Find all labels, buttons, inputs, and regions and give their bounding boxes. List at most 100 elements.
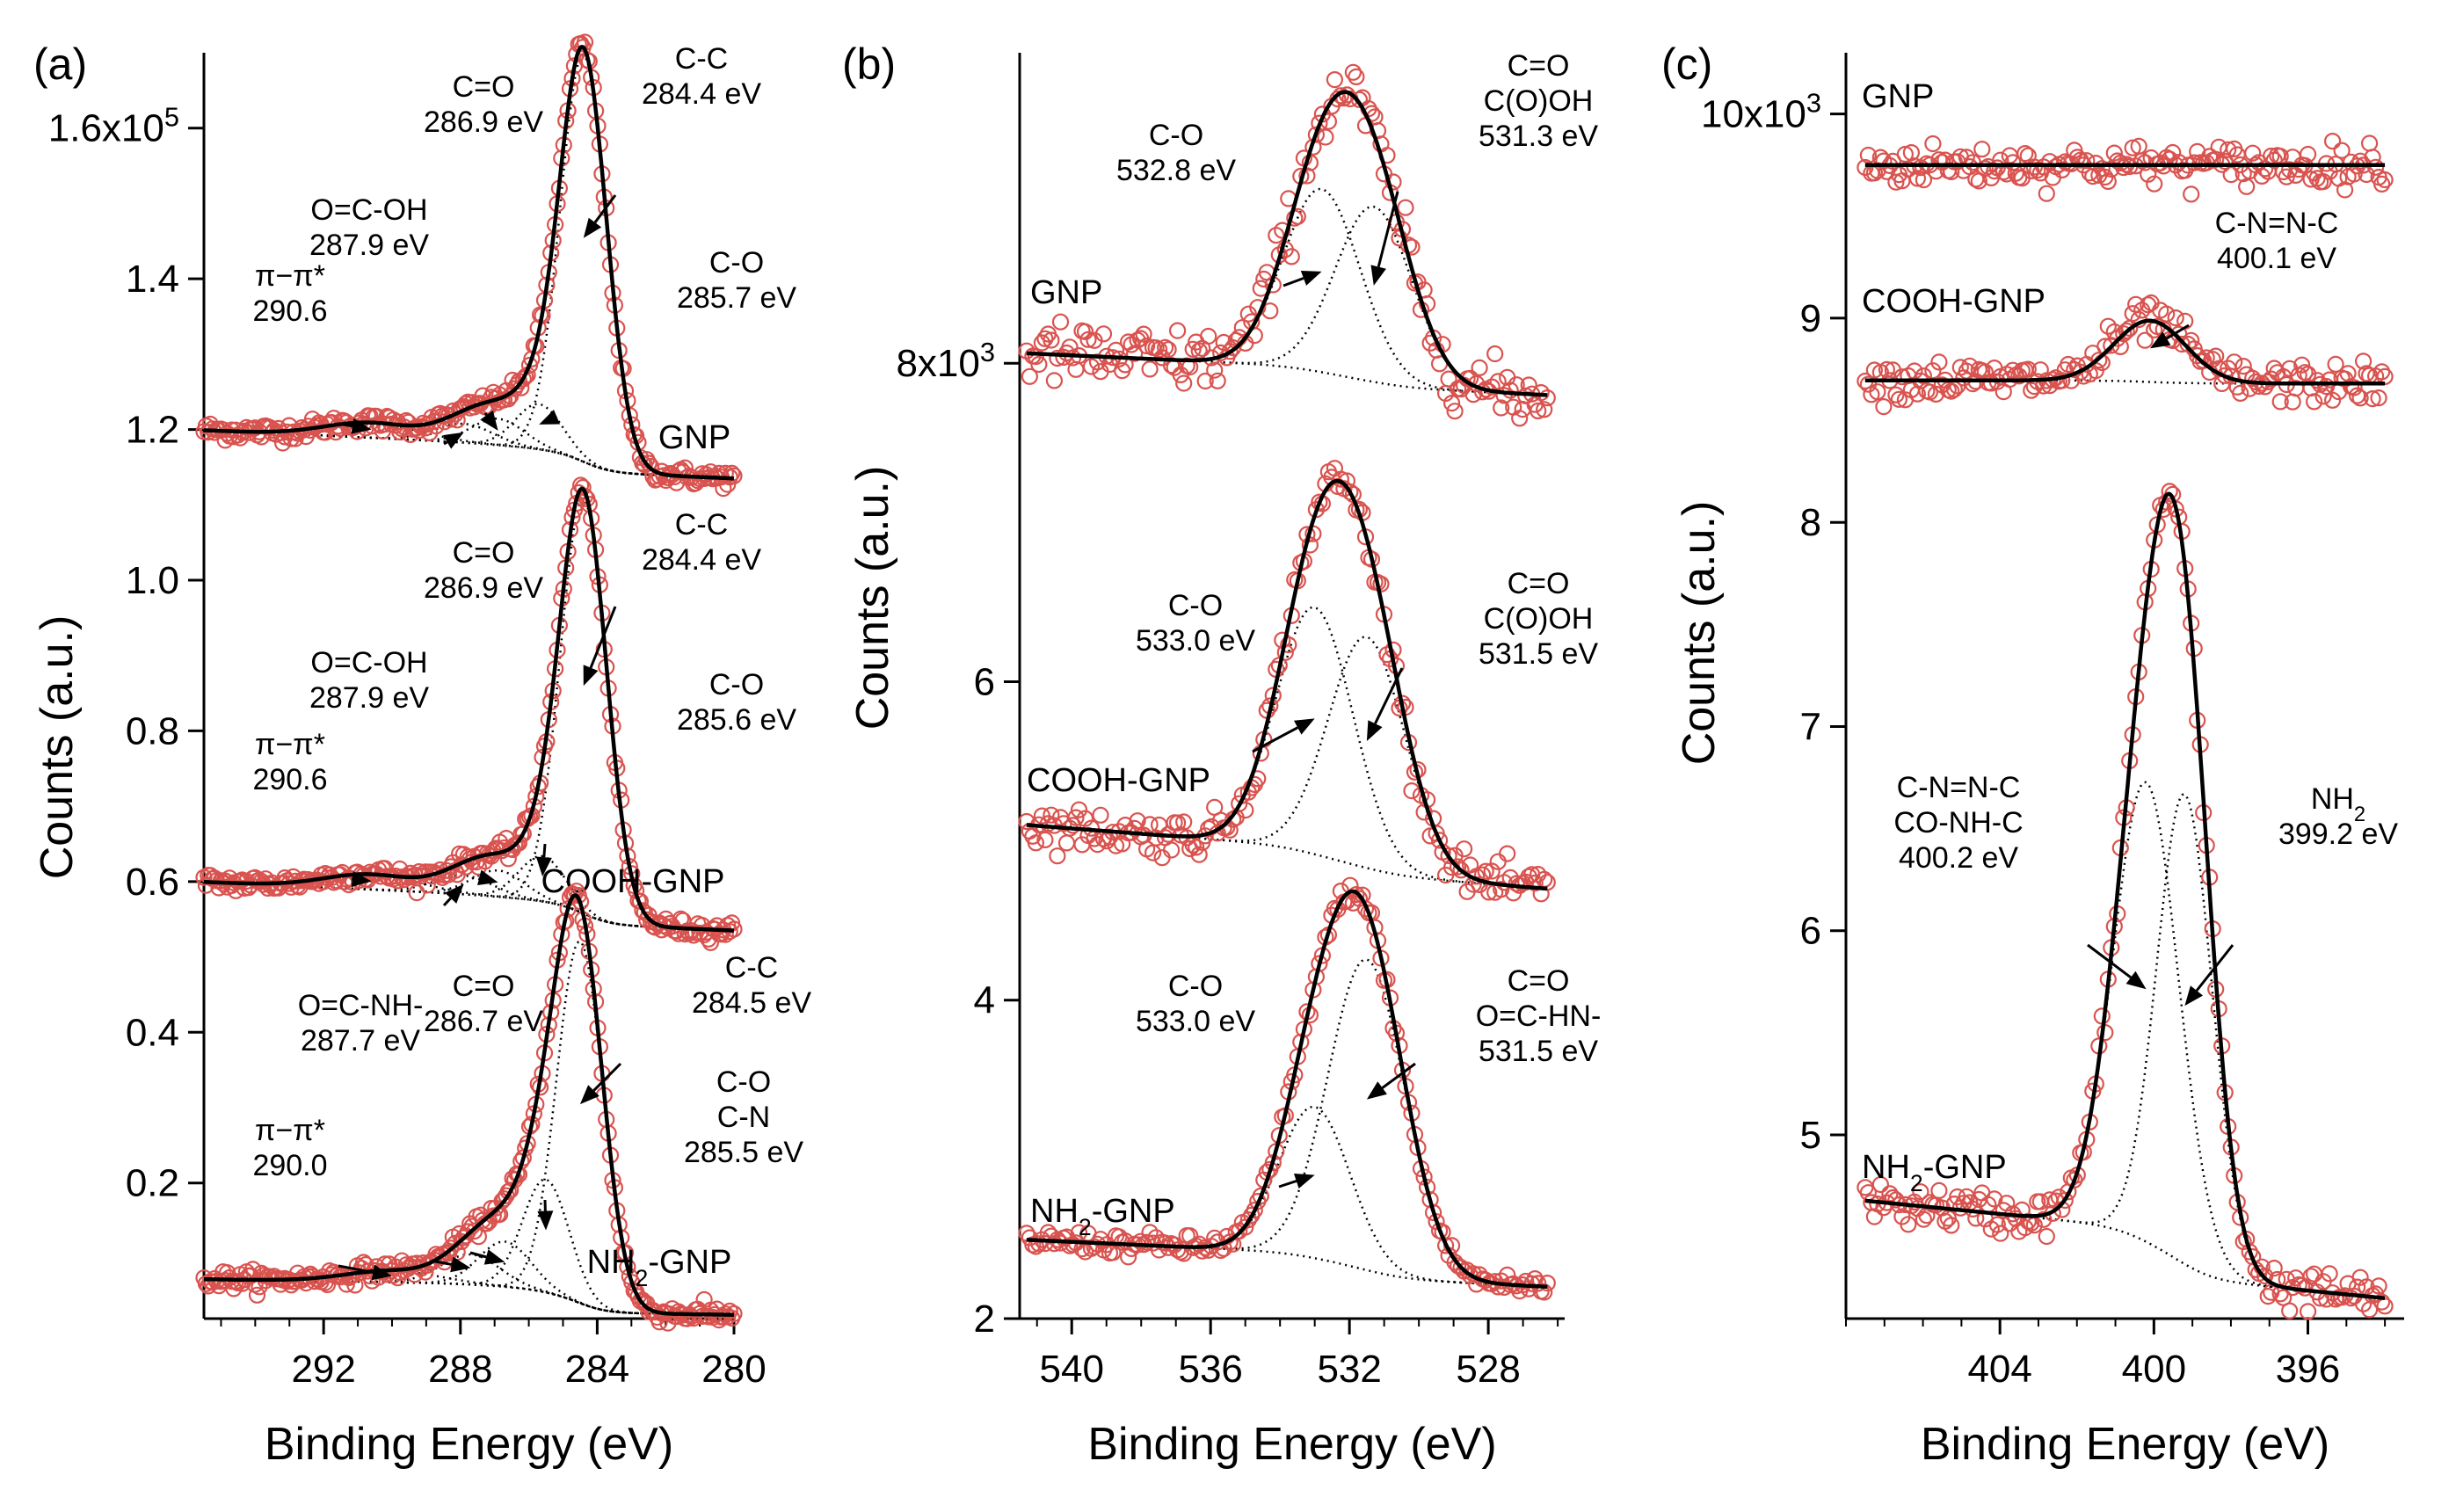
peak-arrowhead <box>351 418 372 434</box>
data-point <box>1344 63 1362 81</box>
data-point <box>1298 167 1316 185</box>
peak-arrow <box>593 194 617 223</box>
component-peak <box>204 1253 734 1316</box>
peak-arrowhead <box>443 432 464 449</box>
data-point <box>2025 158 2043 176</box>
data-point <box>2161 483 2178 500</box>
data-point <box>1397 199 1414 216</box>
data-point <box>1194 1242 1211 1260</box>
data-point <box>474 1211 491 1229</box>
data-point <box>2306 393 2323 411</box>
sample-label: NH2-GNP <box>1862 1149 2007 1196</box>
peak-arrow <box>1377 191 1399 267</box>
data-point <box>1076 323 1094 340</box>
data-point <box>2038 185 2055 202</box>
background-line <box>203 429 735 480</box>
data-point <box>2271 393 2289 411</box>
data-point <box>2339 365 2357 382</box>
data-point <box>1168 322 1187 339</box>
peak-annotation: 286.7 eV <box>424 1005 543 1038</box>
y-tick-label: 8x103 <box>896 337 995 386</box>
data-point <box>248 1286 266 1304</box>
data-point <box>1092 806 1109 824</box>
data-point <box>2376 1298 2394 1315</box>
data-point <box>517 367 534 385</box>
data-point <box>571 476 590 494</box>
sample-label: NH2-GNP <box>587 1244 732 1291</box>
data-point <box>1018 812 1035 831</box>
data-point <box>2115 325 2133 343</box>
peak-annotation: C(O)OH <box>1484 84 1594 118</box>
data-point <box>1147 829 1165 847</box>
data-point <box>1501 382 1519 399</box>
data-point <box>2355 1295 2372 1312</box>
data-point <box>1175 813 1193 831</box>
data-point <box>2321 1265 2338 1283</box>
data-point <box>1418 295 1436 313</box>
peak-arrow <box>1252 726 1298 753</box>
x-tick-label: 288 <box>428 1348 492 1391</box>
peak-annotation: O=C-OH <box>310 193 427 227</box>
data-point <box>1030 355 1048 374</box>
data-point <box>1530 1275 1547 1292</box>
peak-arrow <box>483 412 488 417</box>
peak-annotation: 286.9 eV <box>424 571 543 605</box>
data-point <box>1051 313 1070 331</box>
data-point <box>2314 388 2332 405</box>
data-point <box>1070 801 1088 818</box>
x-tick-label: 536 <box>1178 1348 1242 1391</box>
data-point <box>1924 134 1942 153</box>
series-0: GNP <box>1857 78 2394 203</box>
data-point <box>1403 781 1421 800</box>
peak-annotation: C=O <box>453 70 515 104</box>
data-point <box>2370 389 2387 407</box>
peak-arrow <box>2087 943 2132 979</box>
data-point <box>1175 374 1193 392</box>
data-point <box>2118 322 2135 340</box>
data-point <box>721 1302 738 1320</box>
peak-annotation: 285.6 eV <box>677 703 796 737</box>
data-point <box>1282 248 1300 265</box>
data-point <box>1538 389 1556 407</box>
data-point <box>1317 128 1334 146</box>
data-point <box>1088 353 1107 371</box>
data-point <box>1988 1216 2006 1233</box>
data-point <box>2308 372 2326 389</box>
data-point <box>1070 1224 1088 1241</box>
peak-arrowhead <box>1300 271 1322 286</box>
data-point <box>2234 358 2252 375</box>
data-point <box>1088 835 1107 854</box>
peak-annotation: C=O <box>1508 567 1570 600</box>
data-point <box>1190 846 1208 863</box>
peak-arrowhead <box>2149 331 2171 349</box>
peak-arrowhead <box>1366 720 1383 741</box>
data-point <box>1943 1217 1960 1234</box>
data-point <box>2136 331 2154 349</box>
data-point <box>1511 410 1529 427</box>
data-point <box>1871 1175 1889 1194</box>
data-point <box>2078 152 2096 170</box>
peak-annotation: 287.7 eV <box>301 1024 420 1058</box>
data-point <box>1045 372 1064 389</box>
data-point <box>1446 1254 1464 1271</box>
peak-arrow <box>542 843 547 858</box>
data-point <box>1168 814 1187 832</box>
peak-arrowhead <box>2125 970 2147 990</box>
data-point <box>2124 139 2141 156</box>
data-point <box>1200 327 1217 345</box>
peak-annotation: 533.0 eV <box>1136 1005 1255 1038</box>
data-point <box>1196 372 1214 390</box>
y-tick-label: 0.2 <box>126 1162 179 1205</box>
peak-annotation: C-C <box>725 951 778 985</box>
peak-annotation: C-O <box>1168 970 1223 1003</box>
peak-arrowhead <box>483 1249 505 1265</box>
data-point <box>2244 144 2262 162</box>
y-tick-label: 7 <box>1800 705 1821 748</box>
data-point <box>2351 389 2369 407</box>
data-point <box>1455 840 1473 858</box>
data-point <box>1246 1201 1263 1219</box>
data-point <box>1908 385 1926 403</box>
data-point <box>2158 305 2176 323</box>
